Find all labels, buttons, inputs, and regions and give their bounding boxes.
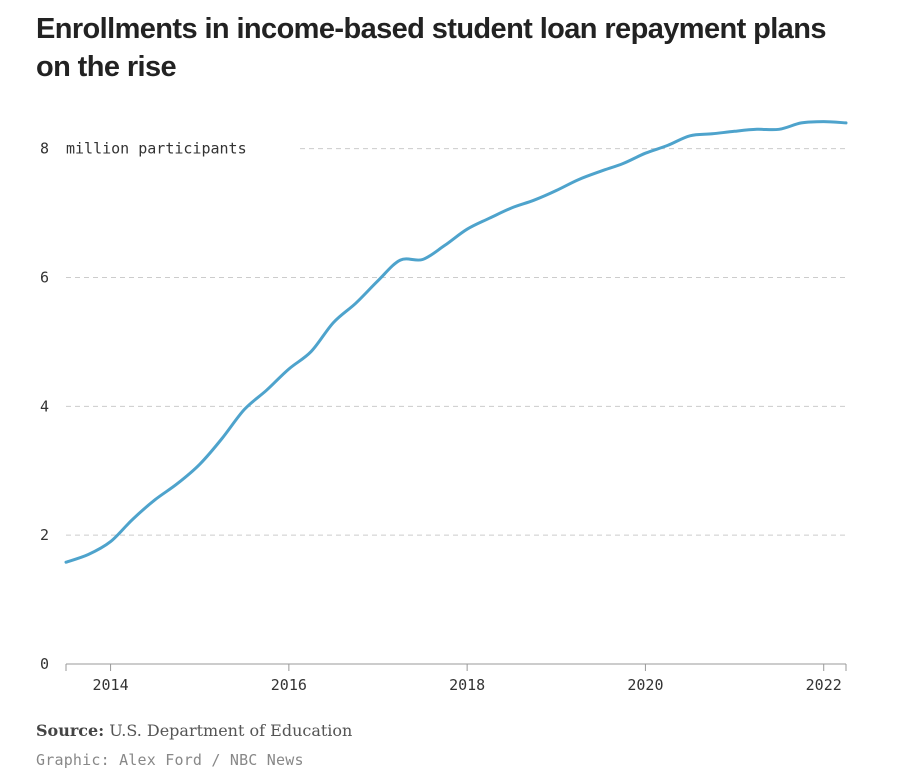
y-unit-annotation: million participants	[66, 140, 247, 158]
chart-title: Enrollments in income-based student loan…	[36, 13, 826, 83]
enrollment-series-line	[64, 120, 848, 564]
x-axis	[65, 663, 847, 671]
x-tick-label: 2016	[271, 676, 307, 694]
tick-labels: 0 2 4 6 8 million participants 2014 2016 2018 202…	[40, 140, 842, 694]
source-line: Source: U.S. Department of Education	[36, 721, 352, 740]
y-tick-label: 0	[40, 655, 49, 673]
source-text: U.S. Department of Education	[109, 721, 353, 740]
x-tick-label: 2018	[449, 676, 485, 694]
x-tick-label: 2014	[93, 676, 129, 694]
y-tick-label: 6	[40, 268, 49, 286]
y-tick-label: 2	[40, 526, 49, 544]
x-tick-label: 2020	[627, 676, 663, 694]
source-label: Source:	[36, 721, 105, 740]
y-tick-label: 8	[40, 140, 49, 158]
y-tick-label: 4	[40, 397, 49, 415]
gridlines	[66, 148, 846, 536]
x-tick-label: 2022	[806, 676, 842, 694]
series-layer	[64, 120, 848, 564]
graphic-credit: Graphic: Alex Ford / NBC News	[36, 751, 304, 769]
line-chart: 0 2 4 6 8 million participants 2014 2016 2018 202…	[40, 120, 848, 694]
